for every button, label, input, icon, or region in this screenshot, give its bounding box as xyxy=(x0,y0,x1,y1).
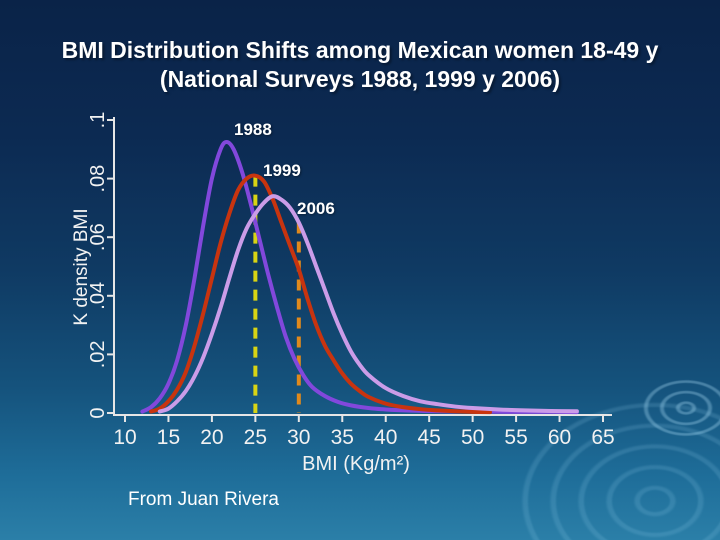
series-label-1988: 1988 xyxy=(234,120,272,139)
kdensity-curve-1999 xyxy=(149,173,493,415)
series-label-2006: 2006 xyxy=(297,199,335,218)
kdensity-curve-1988 xyxy=(140,139,579,415)
y-tick-label: .1 xyxy=(87,112,109,129)
series-label-1999: 1999 xyxy=(263,161,301,180)
x-tick-label: 35 xyxy=(331,426,354,449)
slide-title: BMI Distribution Shifts among Mexican wo… xyxy=(0,36,720,94)
attribution-text: From Juan Rivera xyxy=(128,489,279,510)
x-tick-label: 60 xyxy=(548,426,571,449)
x-tick-label: 15 xyxy=(157,426,180,449)
x-tick-label: 30 xyxy=(287,426,310,449)
y-tick-label: .08 xyxy=(87,165,109,193)
y-tick-label: .02 xyxy=(87,340,109,368)
x-tick-label: 50 xyxy=(461,426,484,449)
x-tick-label: 40 xyxy=(374,426,397,449)
slide-title-line1: BMI Distribution Shifts among Mexican wo… xyxy=(61,37,659,63)
y-tick-label: .04 xyxy=(87,282,109,310)
y-tick-label: .06 xyxy=(87,223,109,251)
x-tick-label: 10 xyxy=(113,426,136,449)
x-axis-title: BMI (Kg/m²) xyxy=(302,453,410,475)
slide-title-line2: (National Surveys 1988, 1999 y 2006) xyxy=(159,66,561,92)
kdensity-curve-2006 xyxy=(157,194,579,414)
x-tick-label: 25 xyxy=(244,426,267,449)
x-tick-label: 45 xyxy=(418,426,441,449)
x-tick-label: 65 xyxy=(591,426,614,449)
y-tick-label: 0 xyxy=(87,407,109,418)
y-axis-title: K density BMI xyxy=(71,208,92,326)
x-tick-label: 20 xyxy=(200,426,223,449)
x-tick-label: 55 xyxy=(504,426,527,449)
